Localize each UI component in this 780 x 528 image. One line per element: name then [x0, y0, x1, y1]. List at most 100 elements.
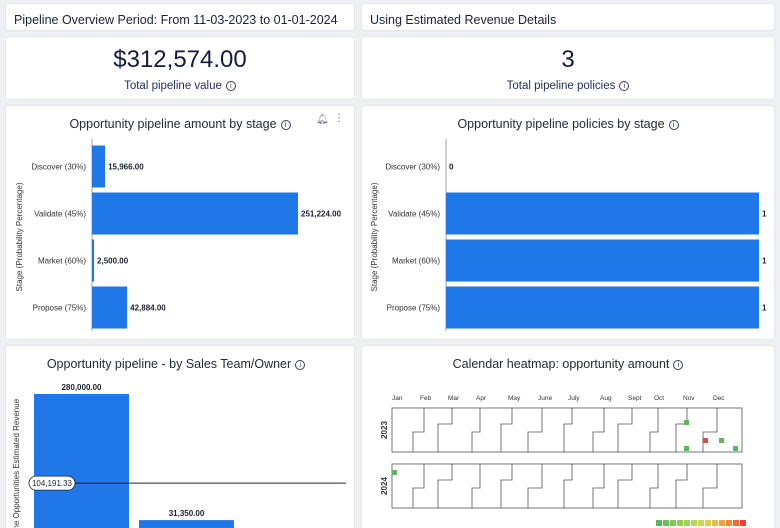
- color-scale-swatch: [698, 520, 704, 526]
- month-boundary: [412, 464, 425, 508]
- data-label: 15,966.00: [108, 163, 144, 172]
- month-boundary: [527, 408, 543, 452]
- reference-label-pill: [28, 475, 76, 491]
- month-boundary: [563, 464, 573, 508]
- info-icon[interactable]: i: [225, 80, 236, 91]
- policies-by-stage-card: Opportunity pipeline policies by stage i …: [362, 106, 774, 339]
- kpi-card-pipeline-policies: 3 Total pipeline policies i: [362, 37, 774, 99]
- month-boundary: [675, 408, 688, 452]
- month-boundary: [412, 408, 425, 452]
- month-boundary: [527, 464, 543, 508]
- month-boundary: [471, 464, 481, 508]
- kpi-value: $312,574.00: [113, 46, 247, 73]
- color-scale-swatch: [684, 520, 690, 526]
- kpi-label: Total pipeline value: [124, 80, 222, 92]
- month-label: Mar: [448, 395, 460, 402]
- heatmap-cell: [733, 446, 738, 451]
- color-scale-swatch: [719, 520, 725, 526]
- month-label: July: [568, 395, 580, 402]
- info-icon[interactable]: i: [295, 359, 306, 370]
- year-grid: [391, 407, 743, 453]
- bar: [446, 239, 759, 282]
- chart-title: Opportunity pipeline - by Sales Team/Own…: [46, 357, 292, 371]
- month-label: Oct: [654, 395, 664, 402]
- month-boundary: [617, 408, 633, 452]
- data-label: 2,500.00: [97, 257, 129, 266]
- chart-title-row: Opportunity pipeline - by Sales Team/Own…: [6, 357, 346, 371]
- heatmap-cell: [684, 420, 689, 425]
- revenue-mode-title: Using Estimated Revenue Details: [370, 13, 557, 27]
- policies-by-stage-chart: Stage (Probability Percentage) Discover (…: [370, 139, 767, 331]
- bar: [139, 520, 234, 528]
- sales-team-card: Opportunity pipeline - by Sales Team/Own…: [6, 346, 354, 528]
- month-label: May: [508, 395, 521, 402]
- chart-title: Opportunity pipeline amount by stage: [69, 117, 277, 131]
- color-scale-swatch: [670, 520, 676, 526]
- data-label: 31,350.00: [169, 509, 205, 518]
- reference-label: 104,191.33: [32, 479, 73, 488]
- month-label: Nov: [683, 395, 695, 402]
- data-label: 1: [762, 257, 767, 266]
- bar: [34, 394, 129, 528]
- month-label: Aug: [600, 395, 612, 402]
- bar: [446, 286, 759, 329]
- month-label: Dec: [713, 395, 725, 402]
- color-scale-swatch: [726, 520, 732, 526]
- y-axis-label: Pipeline Opportunities Estimated Revenue: [12, 398, 21, 528]
- year-grid: [391, 463, 743, 509]
- info-icon[interactable]: i: [668, 119, 679, 130]
- month-boundary: [500, 408, 513, 452]
- heatmap-cell: [684, 446, 689, 451]
- heatmap-cell: [392, 470, 397, 475]
- heatmap-cell: [719, 438, 724, 443]
- color-scale-swatch: [677, 520, 683, 526]
- info-icon[interactable]: i: [673, 359, 684, 370]
- chart-title-row: Opportunity pipeline amount by stage i: [6, 117, 354, 131]
- y-axis-label: Stage (Probability Percentage): [15, 182, 24, 291]
- category-label: Discover (30%): [31, 163, 86, 172]
- month-boundary: [702, 408, 718, 452]
- color-scale-swatch: [691, 520, 697, 526]
- more-options-icon[interactable]: ⋮: [334, 113, 344, 124]
- category-label: Discover (30%): [385, 163, 440, 172]
- color-scale-swatch: [656, 520, 662, 526]
- period-title: Pipeline Overview Period: From 11-03-202…: [14, 13, 338, 27]
- year-label: 2024: [380, 477, 389, 495]
- category-label: Propose (75%): [387, 304, 441, 313]
- color-scale-swatch: [712, 520, 718, 526]
- kpi-label-row: Total pipeline value i: [6, 80, 354, 92]
- info-icon[interactable]: i: [619, 80, 630, 91]
- color-scale-swatch: [740, 520, 746, 526]
- data-label: 251,224.00: [301, 210, 342, 219]
- bar: [92, 145, 106, 188]
- y-axis-label: Stage (Probability Percentage): [370, 182, 379, 291]
- chart-title: Calendar heatmap: opportunity amount: [452, 357, 670, 371]
- category-label: Market (60%): [392, 257, 440, 266]
- month-boundary: [649, 464, 659, 508]
- month-boundary: [471, 408, 481, 452]
- amount-by-stage-chart: Stage (Probability Percentage) Discover (…: [15, 139, 342, 331]
- kpi-card-pipeline-value: $312,574.00 Total pipeline value i: [6, 37, 354, 99]
- revenue-mode-card: Using Estimated Revenue Details: [362, 4, 774, 30]
- month-label: Feb: [420, 395, 432, 402]
- month-label: June: [538, 395, 552, 402]
- kpi-value: 3: [561, 46, 575, 73]
- kpi-label-row: Total pipeline policies i: [362, 80, 774, 92]
- bar: [92, 239, 95, 282]
- month-boundary: [563, 408, 573, 452]
- data-label: 0: [449, 163, 454, 172]
- month-boundary: [617, 464, 633, 508]
- calendar-heatmap-chart: Jan Feb Mar Apr May June July Aug Sept Oct Nov Dec 2…: [380, 395, 746, 526]
- data-label: 42,884.00: [130, 304, 166, 313]
- bar: [92, 286, 128, 329]
- data-label: 280,000.00: [61, 383, 102, 392]
- data-label: 1: [762, 210, 767, 219]
- color-scale-swatch: [705, 520, 711, 526]
- month-boundary: [437, 408, 453, 452]
- month-label: Apr: [476, 395, 487, 402]
- month-boundary: [675, 464, 688, 508]
- category-label: Validate (45%): [388, 210, 440, 219]
- bell-icon[interactable]: 🔔︎: [316, 114, 329, 125]
- month-boundary: [592, 408, 605, 452]
- info-icon[interactable]: i: [280, 119, 291, 130]
